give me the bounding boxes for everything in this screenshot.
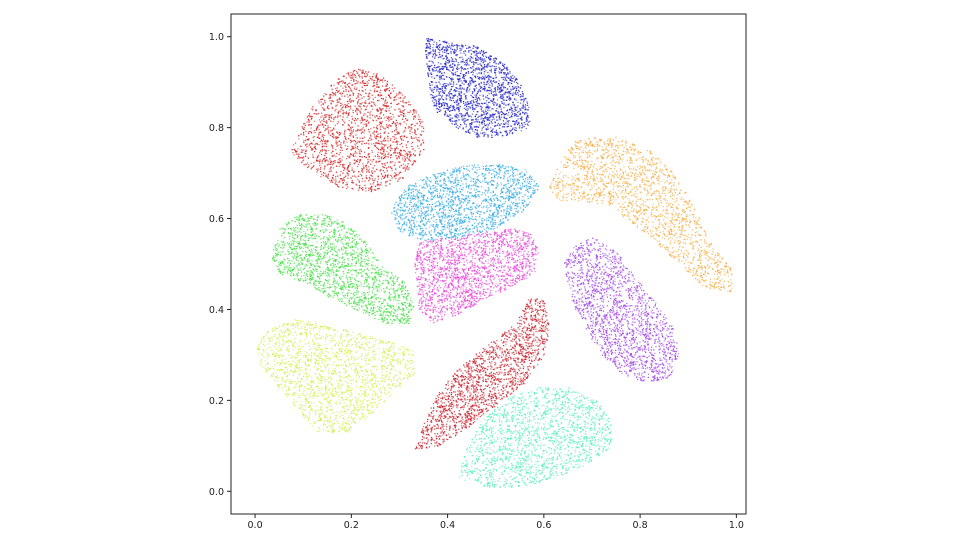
x-axis: 0.0 0.2 0.4 0.6 0.8 1.0: [248, 514, 744, 531]
y-axis: 0.0 0.2 0.4 0.6 0.8 1.0: [209, 32, 231, 498]
x-tick-label: 0.4: [440, 520, 455, 531]
cluster-1: [291, 68, 425, 193]
cluster-10: [459, 387, 613, 488]
y-tick-label: 0.8: [209, 123, 224, 134]
scatter-points: [256, 37, 733, 488]
y-tick-label: 0.2: [209, 396, 224, 407]
y-tick-label: 0.0: [209, 487, 224, 498]
x-tick-label: 0.6: [536, 520, 551, 531]
cluster-2: [425, 37, 531, 138]
plot-frame: [230, 13, 747, 515]
y-tick-label: 0.6: [209, 214, 224, 225]
x-tick-label: 0.0: [248, 520, 263, 531]
cluster-4: [391, 164, 540, 242]
y-tick-label: 0.4: [209, 305, 224, 316]
y-tick-label: 1.0: [209, 32, 224, 43]
x-tick-label: 0.2: [344, 520, 359, 531]
cluster-8: [256, 319, 416, 433]
cluster-9: [414, 298, 550, 450]
cluster-7: [564, 237, 679, 382]
x-tick-label: 1.0: [729, 520, 744, 531]
x-tick-label: 0.8: [633, 520, 648, 531]
cluster-6: [414, 228, 539, 324]
cluster-5: [272, 214, 415, 325]
cluster-3: [549, 136, 733, 293]
